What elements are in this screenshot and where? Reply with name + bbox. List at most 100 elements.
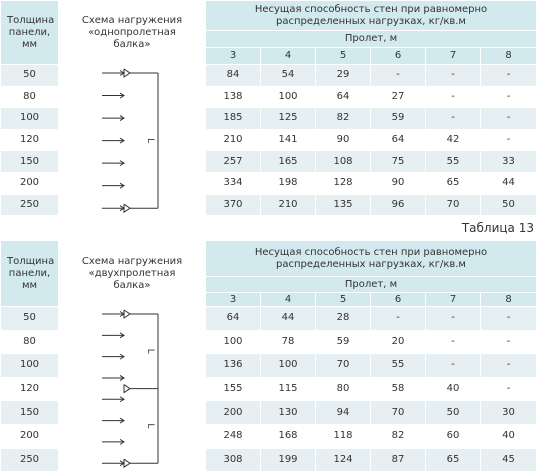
value-cell: 42 <box>426 129 481 151</box>
value-cell: 84 <box>206 65 261 87</box>
value-cell: 80 <box>316 377 371 401</box>
value-cell: 30 <box>481 401 536 425</box>
thickness-cell: 50 <box>1 65 59 87</box>
span-cell: 5 <box>316 48 371 65</box>
thickness-cell: 120 <box>1 129 59 151</box>
value-cell: 136 <box>206 354 261 378</box>
span-cell: 4 <box>261 48 316 65</box>
value-cell: 168 <box>261 424 316 448</box>
value-cell: 27 <box>371 86 426 108</box>
value-cell: 44 <box>261 307 316 331</box>
value-cell: - <box>481 330 536 354</box>
span-cell: 5 <box>316 293 371 307</box>
value-cell: 124 <box>316 448 371 472</box>
value-cell: 90 <box>371 172 426 194</box>
value-cell: 82 <box>316 108 371 130</box>
value-cell: - <box>426 65 481 87</box>
value-cell: 59 <box>371 108 426 130</box>
value-cell: 82 <box>371 424 426 448</box>
value-cell: 54 <box>261 65 316 87</box>
value-cell: 50 <box>481 194 536 216</box>
header-cell: Толщина панели, мм <box>1 1 59 65</box>
scheme-cell <box>59 307 206 472</box>
thickness-cell: 250 <box>1 194 59 216</box>
header-cell: Схема нагружения «однопролетная балка» <box>59 1 206 65</box>
value-cell: 210 <box>261 194 316 216</box>
header-cell: Пролет, м <box>206 31 536 48</box>
value-cell: - <box>481 307 536 331</box>
thickness-cell: 120 <box>1 377 59 401</box>
header-cell: Пролет, м <box>206 277 536 293</box>
header-cell: Несущая способность стен при равномерно … <box>206 1 536 31</box>
span-cell: 8 <box>481 48 536 65</box>
thickness-cell: 250 <box>1 448 59 472</box>
span-cell: 3 <box>206 48 261 65</box>
value-cell: 64 <box>316 86 371 108</box>
value-cell: 70 <box>426 194 481 216</box>
value-cell: - <box>481 108 536 130</box>
value-cell: 125 <box>261 108 316 130</box>
value-cell: - <box>426 86 481 108</box>
header-cell: Несущая способность стен при равномерно … <box>206 241 536 277</box>
value-cell: 58 <box>371 377 426 401</box>
value-cell: 28 <box>316 307 371 331</box>
value-cell: 65 <box>426 448 481 472</box>
value-cell: 185 <box>206 108 261 130</box>
value-cell: - <box>426 330 481 354</box>
value-cell: 64 <box>371 129 426 151</box>
value-cell: 45 <box>481 448 536 472</box>
value-cell: - <box>481 377 536 401</box>
value-cell: 308 <box>206 448 261 472</box>
thickness-cell: 80 <box>1 86 59 108</box>
thickness-cell: 150 <box>1 151 59 173</box>
value-cell: 70 <box>316 354 371 378</box>
value-cell: 108 <box>316 151 371 173</box>
value-cell: 44 <box>481 172 536 194</box>
value-cell: 118 <box>316 424 371 448</box>
span-cell: 6 <box>371 48 426 65</box>
value-cell: 55 <box>426 151 481 173</box>
value-cell: 40 <box>426 377 481 401</box>
value-cell: 70 <box>371 401 426 425</box>
value-cell: 115 <box>261 377 316 401</box>
value-cell: 210 <box>206 129 261 151</box>
thickness-cell: 200 <box>1 424 59 448</box>
caption: Таблица 13 <box>462 221 534 235</box>
value-cell: 334 <box>206 172 261 194</box>
value-cell: 100 <box>206 330 261 354</box>
value-cell: 50 <box>426 401 481 425</box>
value-cell: 96 <box>371 194 426 216</box>
value-cell: 55 <box>371 354 426 378</box>
value-cell: 155 <box>206 377 261 401</box>
value-cell: 20 <box>371 330 426 354</box>
value-cell: 40 <box>481 424 536 448</box>
span-cell: 8 <box>481 293 536 307</box>
value-cell: 135 <box>316 194 371 216</box>
thickness-cell: 100 <box>1 108 59 130</box>
value-cell: 60 <box>426 424 481 448</box>
span-cell: 7 <box>426 293 481 307</box>
span-cell: 3 <box>206 293 261 307</box>
value-cell: - <box>481 129 536 151</box>
value-cell: 87 <box>371 448 426 472</box>
span-cell: 4 <box>261 293 316 307</box>
value-cell: 370 <box>206 194 261 216</box>
value-cell: - <box>426 307 481 331</box>
value-cell: 33 <box>481 151 536 173</box>
value-cell: 59 <box>316 330 371 354</box>
value-cell: 141 <box>261 129 316 151</box>
header-cell: Толщина панели, мм <box>1 241 59 307</box>
value-cell: - <box>426 354 481 378</box>
value-cell: 130 <box>261 401 316 425</box>
value-cell: 165 <box>261 151 316 173</box>
value-cell: - <box>371 65 426 87</box>
value-cell: - <box>481 354 536 378</box>
value-cell: 78 <box>261 330 316 354</box>
value-cell: 100 <box>261 86 316 108</box>
